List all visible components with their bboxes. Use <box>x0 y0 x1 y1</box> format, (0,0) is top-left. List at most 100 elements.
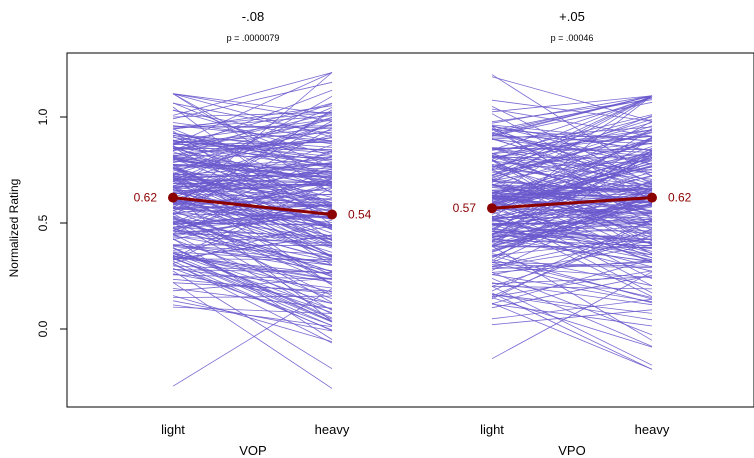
participant-line <box>491 124 653 142</box>
participant-line <box>172 235 333 266</box>
participant-line <box>172 269 333 273</box>
participant-line <box>172 164 333 258</box>
participant-line <box>172 142 333 166</box>
participant-line <box>172 222 333 311</box>
participant-line <box>172 304 333 327</box>
participant-line <box>172 268 333 326</box>
participant-line <box>172 277 333 292</box>
y-tick-label: 0.0 <box>36 320 50 337</box>
participant-line <box>172 295 333 342</box>
participant-line <box>491 245 653 341</box>
x-tick-label-vpo-heavy: heavy <box>635 422 670 437</box>
participant-line <box>172 246 333 266</box>
participant-line <box>491 224 653 243</box>
participant-line <box>172 146 333 168</box>
participant-line <box>172 107 333 175</box>
participant-line <box>491 285 653 366</box>
participant-line <box>172 202 333 257</box>
participant-line <box>491 231 653 272</box>
participant-line <box>172 215 333 222</box>
participant-line <box>491 202 653 246</box>
participant-line <box>172 176 333 286</box>
participant-line <box>491 155 653 171</box>
participant-line <box>491 285 653 290</box>
participant-line <box>172 118 333 141</box>
participant-line <box>172 278 333 294</box>
mean-point-light <box>168 192 178 203</box>
participant-line <box>491 138 653 185</box>
participant-line <box>172 257 333 327</box>
participant-line <box>491 278 653 347</box>
participant-line <box>491 96 653 151</box>
participant-line <box>172 72 333 116</box>
participant-line <box>172 198 333 249</box>
participant-line <box>172 265 333 273</box>
participant-line <box>172 233 333 315</box>
participant-line <box>172 282 333 292</box>
participant-line <box>172 213 333 303</box>
mean-lines: 0.62 0.54 0.57 0.62 <box>134 191 692 222</box>
y-axis-label: Normalized Rating <box>7 179 21 278</box>
participant-line <box>491 150 653 262</box>
participant-line <box>491 95 653 176</box>
panel-1-difference: -.08 <box>242 9 264 24</box>
participant-line <box>491 116 653 160</box>
x-tick-label-vop-light: light <box>161 422 185 437</box>
participant-line <box>491 185 653 215</box>
participant-line <box>491 153 653 166</box>
plot-frame <box>66 52 754 408</box>
participant-line <box>172 111 333 118</box>
x-group-label-vop: VOP <box>239 443 266 458</box>
participant-line <box>491 74 653 177</box>
mean-point-heavy <box>327 209 337 220</box>
participant-line <box>491 171 653 219</box>
participant-lines <box>172 72 653 389</box>
participant-line <box>172 247 333 319</box>
participant-line <box>491 208 653 215</box>
participant-line <box>491 261 653 304</box>
participant-line <box>491 95 653 134</box>
participant-line <box>172 186 333 286</box>
participant-line <box>491 168 653 242</box>
participant-line <box>491 292 653 370</box>
participant-line <box>172 111 333 206</box>
participant-line <box>491 133 653 165</box>
participant-line <box>172 270 333 370</box>
participant-line <box>172 139 333 206</box>
participant-line <box>491 298 653 320</box>
participant-line <box>491 239 653 247</box>
participant-line <box>491 128 653 233</box>
participant-line <box>172 123 333 172</box>
y-tick-label: 1.0 <box>36 108 50 125</box>
mean-point-light <box>487 203 497 214</box>
x-group-label-vpo: VPO <box>558 443 585 458</box>
participant-line <box>491 253 653 287</box>
participant-line <box>172 177 333 201</box>
participant-line <box>172 288 333 309</box>
participant-line <box>491 197 653 280</box>
participant-line <box>491 175 653 220</box>
participant-line <box>172 125 333 142</box>
participant-line <box>172 212 333 228</box>
participant-line <box>491 194 653 220</box>
participant-line <box>172 282 333 389</box>
participant-line <box>491 220 653 238</box>
participant-line <box>491 309 653 326</box>
participant-line <box>491 122 653 168</box>
panel-1-p-value: p = .0000079 <box>227 33 280 43</box>
participant-line <box>172 198 333 226</box>
participant-line <box>172 105 333 130</box>
participant-line <box>172 210 333 276</box>
participant-line <box>491 245 653 248</box>
participant-line <box>491 294 653 314</box>
participant-line <box>172 156 333 176</box>
participant-line <box>172 147 333 150</box>
participant-line <box>491 142 653 174</box>
participant-line <box>172 102 333 168</box>
participant-line <box>491 95 653 137</box>
participant-line <box>172 234 333 260</box>
participant-line <box>491 135 653 145</box>
participant-line <box>172 215 333 261</box>
participant-line <box>491 266 653 278</box>
